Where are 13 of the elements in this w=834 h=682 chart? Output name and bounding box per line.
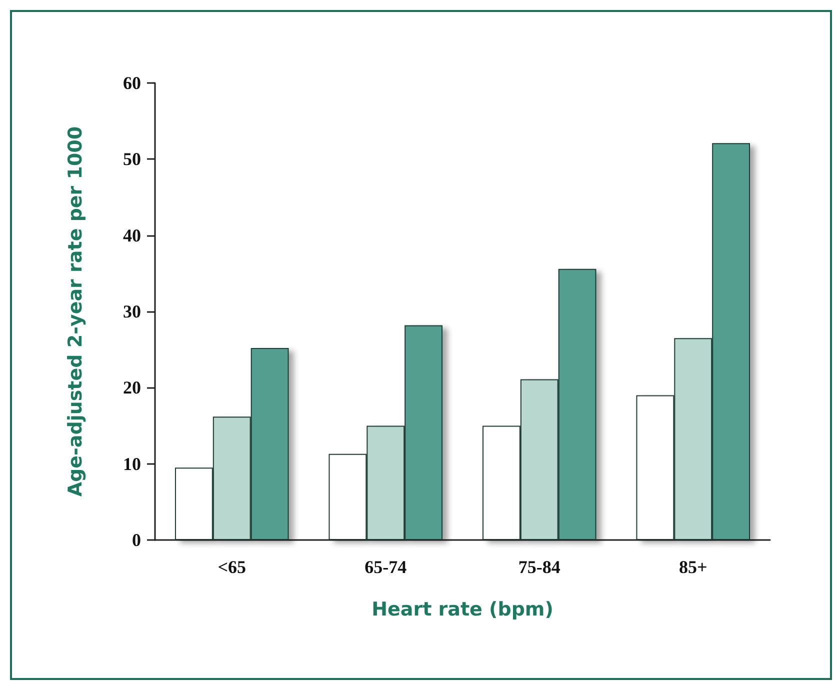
y-tick-label: 20 <box>123 378 141 398</box>
y-tick-label: 30 <box>123 302 141 322</box>
x-tick-label: <65 <box>218 557 246 577</box>
y-tick-label: 10 <box>123 454 141 474</box>
y-tick-label: 60 <box>123 73 141 93</box>
x-tick-label: 65-74 <box>364 557 407 577</box>
y-tick-label: 40 <box>123 225 141 246</box>
x-tick-label: 85+ <box>678 557 708 577</box>
y-axis-title: Age-adjusted 2-year rate per 1000 <box>64 126 86 497</box>
x-tick-label: 75-84 <box>518 557 560 577</box>
y-tick-label: 0 <box>132 530 141 550</box>
x-axis-title: Heart rate (bpm) <box>372 598 554 620</box>
y-tick-label: 50 <box>123 149 141 170</box>
